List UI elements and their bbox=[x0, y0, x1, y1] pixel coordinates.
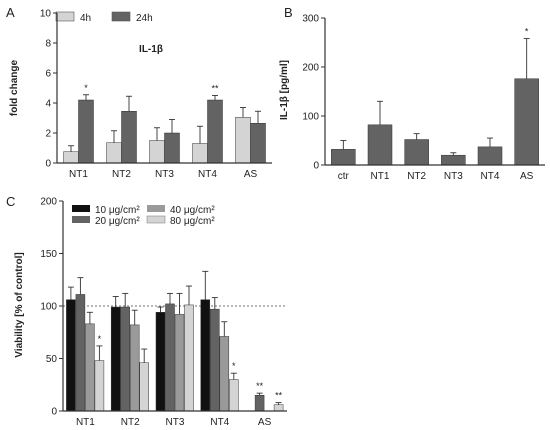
panel-c-label: C bbox=[6, 194, 15, 209]
panel-c-ytick-label: 150 bbox=[40, 249, 57, 260]
panel-b-bar bbox=[441, 154, 466, 166]
panel-c-ytick-label: 200 bbox=[40, 197, 57, 208]
panel-a-bar bbox=[235, 117, 251, 164]
panel-c-bar bbox=[229, 379, 239, 412]
panel-b-significance-marker: * bbox=[525, 27, 529, 37]
legend-label-40: 40 μg/cm² bbox=[170, 205, 215, 216]
panel-c-bar bbox=[210, 308, 220, 412]
panel-a-label: A bbox=[6, 5, 15, 20]
panel-b-bar bbox=[404, 139, 429, 166]
legend-swatch-80 bbox=[146, 215, 166, 224]
panel-a-category-label: AS bbox=[244, 169, 258, 180]
panel-b-ytick-label: 200 bbox=[302, 63, 319, 74]
panel-c-category-label: NT4 bbox=[210, 417, 229, 428]
legend-swatch-40 bbox=[147, 205, 165, 212]
legend-label-80: 80 μg/cm² bbox=[170, 216, 215, 227]
panel-b-ytick-label: 0 bbox=[313, 161, 319, 172]
panel-a-ytick-label: 10 bbox=[40, 9, 52, 20]
panel-b-category-label: NT4 bbox=[481, 171, 500, 182]
panel-c-ylabel: Viability [% of control] bbox=[14, 252, 25, 357]
panel-a-significance-marker: * bbox=[84, 83, 88, 93]
panel-b-label: B bbox=[284, 5, 293, 20]
panel-a-bar bbox=[121, 111, 137, 164]
panel-b-category-label: NT3 bbox=[444, 171, 463, 182]
panel-b-bar bbox=[514, 78, 539, 166]
legend-swatch-20 bbox=[72, 216, 90, 223]
panel-c: C Viability [% of control] 10 μg/cm² 40 … bbox=[6, 194, 287, 428]
panel-c-bar bbox=[66, 299, 76, 412]
panel-a: A fold change IL-1β 4h 24h 0 2 4 6 8 10 NT1 NT2… bbox=[6, 5, 272, 180]
panel-b-category-label: NT2 bbox=[407, 171, 426, 182]
panel-a-category-label: NT2 bbox=[112, 169, 131, 180]
panel-c-bar bbox=[200, 299, 211, 412]
legend-label-20: 20 μg/cm² bbox=[95, 216, 140, 227]
panel-c-ytick-label: 100 bbox=[40, 302, 57, 313]
panel-c-category-label: AS bbox=[258, 417, 272, 428]
panel-a-bar bbox=[63, 151, 79, 164]
panel-a-bar bbox=[164, 132, 180, 164]
legend-swatch-24h bbox=[111, 11, 131, 22]
panel-c-bar bbox=[155, 312, 166, 412]
legend-label-24h: 24h bbox=[136, 13, 153, 24]
panel-c-significance-marker: * bbox=[232, 361, 236, 371]
panel-b-bar bbox=[367, 124, 393, 166]
panel-c-category-label: NT1 bbox=[76, 417, 95, 428]
panel-b: B IL-1β [pg/ml] 0 100 200 300 ctr NT1 NT2 NT3 NT… bbox=[279, 5, 545, 182]
panel-c-bar bbox=[219, 336, 230, 412]
panel-a-legend: 4h 24h bbox=[55, 11, 153, 24]
panel-c-significance-marker: * bbox=[98, 334, 102, 344]
panel-a-category-label: NT4 bbox=[198, 169, 217, 180]
panel-c-bar bbox=[139, 362, 149, 412]
panel-b-bar bbox=[477, 146, 503, 166]
panel-b-bar bbox=[331, 149, 356, 166]
panel-c-bar bbox=[165, 303, 175, 412]
panel-c-significance-marker: ** bbox=[275, 391, 283, 401]
panel-a-bar bbox=[207, 99, 223, 164]
panel-b-ytick-label: 100 bbox=[302, 112, 319, 123]
panel-a-ytick-label: 6 bbox=[45, 69, 51, 80]
panel-c-category-label: NT3 bbox=[166, 417, 185, 428]
panel-a-category-label: NT1 bbox=[69, 169, 88, 180]
panel-a-ylabel: fold change bbox=[9, 60, 20, 117]
panel-c-legend: 10 μg/cm² 40 μg/cm² 20 μg/cm² 80 μg/cm² bbox=[72, 205, 215, 227]
panel-c-bar bbox=[254, 395, 265, 412]
panel-a-category-label: NT3 bbox=[155, 169, 174, 180]
panel-c-bar bbox=[120, 306, 130, 412]
panel-a-ytick-label: 4 bbox=[45, 99, 51, 110]
legend-label-10: 10 μg/cm² bbox=[95, 205, 140, 216]
panel-b-category-label: AS bbox=[520, 171, 534, 182]
panel-a-significance-marker: ** bbox=[211, 84, 219, 94]
panel-c-ytick-label: 0 bbox=[51, 407, 57, 418]
panel-a-bar bbox=[149, 140, 165, 164]
panel-b-ylabel: IL-1β [pg/ml] bbox=[279, 60, 290, 120]
legend-label-4h: 4h bbox=[80, 13, 91, 24]
panel-b-category-label: NT1 bbox=[371, 171, 390, 182]
legend-swatch-4h bbox=[55, 11, 75, 22]
panel-c-bar bbox=[85, 323, 95, 412]
panel-a-bar bbox=[78, 99, 94, 164]
panel-c-ytick-label: 50 bbox=[46, 354, 58, 365]
panel-a-ytick-label: 0 bbox=[45, 159, 51, 170]
panel-b-category-label: ctr bbox=[338, 171, 350, 182]
panel-a-ytick-label: 8 bbox=[45, 39, 51, 50]
panel-c-bar bbox=[273, 404, 284, 412]
panel-b-ytick-label: 300 bbox=[302, 14, 319, 25]
panel-c-bar bbox=[94, 360, 105, 412]
panel-c-bar bbox=[184, 304, 194, 412]
panel-a-title: IL-1β bbox=[139, 44, 163, 55]
panel-c-significance-marker: ** bbox=[256, 381, 264, 391]
panel-a-bar bbox=[250, 123, 266, 164]
panel-c-bar bbox=[110, 306, 121, 412]
panel-c-bar bbox=[129, 324, 140, 412]
panel-a-bar bbox=[106, 142, 122, 164]
panel-c-bar bbox=[75, 294, 86, 412]
legend-swatch-10 bbox=[72, 205, 90, 212]
panel-a-ytick-label: 2 bbox=[45, 129, 51, 140]
panel-c-category-label: NT2 bbox=[121, 417, 140, 428]
panel-a-bar bbox=[192, 143, 208, 164]
panel-c-bar bbox=[174, 314, 185, 412]
